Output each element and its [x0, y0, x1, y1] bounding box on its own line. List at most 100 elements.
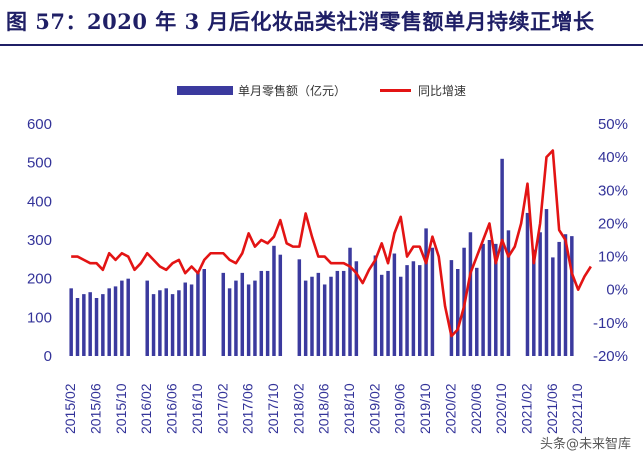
bar: [532, 249, 536, 356]
bar: [386, 270, 390, 356]
bar: [557, 241, 561, 356]
bar: [506, 230, 511, 356]
bar: [481, 243, 485, 356]
bar: [405, 265, 409, 356]
bar: [329, 276, 333, 356]
bar: [417, 265, 422, 356]
bar: [563, 234, 568, 356]
x-tick-label: 2019/10: [417, 383, 433, 434]
growth-line-series: [71, 149, 592, 338]
bar: [227, 288, 232, 356]
right-tick-label: 20%: [598, 215, 628, 232]
bar: [316, 272, 321, 356]
bar: [151, 294, 156, 356]
x-tick-label: 2016/10: [189, 383, 205, 434]
bar: [107, 288, 111, 356]
bar: [398, 276, 403, 356]
bar: [487, 240, 492, 356]
bar: [113, 286, 118, 356]
x-tick-label: 2016/02: [138, 383, 154, 434]
bar: [379, 274, 384, 356]
bar: [265, 270, 270, 356]
x-tick-label: 2021/02: [519, 383, 535, 434]
left-tick-label: 600: [27, 116, 52, 133]
bar: [94, 298, 99, 356]
bar: [341, 270, 346, 356]
right-tick-label: 10%: [598, 249, 628, 266]
x-tick-label: 2015/02: [62, 383, 78, 434]
left-tick-label: 400: [27, 193, 52, 210]
left-tick-label: 100: [27, 309, 52, 326]
bar: [158, 290, 162, 356]
bar: [69, 288, 73, 356]
bar: [570, 236, 574, 356]
left-tick-label: 0: [44, 348, 52, 365]
left-tick-label: 300: [27, 232, 52, 249]
bar: [88, 292, 92, 356]
bar: [202, 269, 206, 356]
x-tick-label: 2021/10: [569, 383, 585, 434]
bar: [278, 254, 283, 356]
bar: [525, 212, 530, 356]
legend-bar-swatch: [177, 86, 233, 95]
bar: [126, 278, 130, 356]
bar: [322, 284, 327, 356]
legend-line-label: 同比增速: [418, 84, 466, 98]
bar: [253, 280, 257, 356]
bar: [449, 260, 454, 356]
bar: [189, 284, 194, 356]
bar: [75, 298, 80, 356]
x-tick-label: 2017/10: [265, 383, 281, 434]
title-rule: [0, 44, 643, 46]
x-tick-label: 2020/06: [468, 383, 484, 434]
watermark: 头条@未来智库: [539, 437, 631, 452]
x-tick-label: 2018/02: [290, 383, 306, 434]
bar: [354, 261, 359, 356]
x-tick-label: 2016/06: [164, 383, 180, 434]
bar: [335, 270, 340, 356]
figure-title: 图 57：2020 年 3 月后化妆品类社消零售额单月持续正增长: [6, 9, 595, 34]
bar: [246, 284, 251, 356]
bar: [348, 247, 352, 356]
bar: [475, 267, 479, 356]
x-tick-label: 2020/10: [493, 383, 509, 434]
x-tick-label: 2018/06: [316, 383, 332, 434]
x-axis: 2015/02 2015/06 2015/10 2016/02 2016/06 2016/…: [62, 383, 585, 434]
bar: [196, 272, 200, 356]
x-tick-label: 2020/02: [442, 383, 458, 434]
bar: [259, 270, 264, 356]
right-axis: -20% -10% 0% 10% 20% 30% 40% 50%: [593, 116, 628, 365]
bar: [183, 282, 187, 356]
x-tick-label: 2019/06: [392, 383, 408, 434]
bar: [145, 280, 149, 356]
bar: [303, 280, 308, 356]
bar: [551, 257, 555, 356]
right-tick-label: 30%: [598, 182, 628, 199]
bar: [430, 247, 435, 356]
bar: [500, 158, 504, 356]
x-tick-label: 2015/06: [88, 383, 104, 434]
bar: [468, 232, 473, 356]
right-tick-label: -10%: [593, 315, 628, 332]
bar: [234, 280, 238, 356]
bar: [373, 255, 378, 356]
bar: [272, 245, 276, 356]
left-tick-label: 500: [27, 155, 52, 172]
bar: [101, 294, 105, 356]
bar: [164, 288, 168, 356]
x-tick-label: 2015/10: [113, 383, 129, 434]
right-tick-label: -20%: [593, 348, 628, 365]
bar: [297, 259, 302, 356]
bar: [177, 290, 181, 356]
legend-bar-label: 单月零售额（亿元）: [238, 83, 346, 98]
bar: [392, 253, 397, 356]
bar: [424, 228, 428, 356]
left-axis: 0 100 200 300 400 500 600: [27, 116, 52, 365]
right-tick-label: 0%: [606, 282, 628, 299]
bar: [240, 272, 245, 356]
legend: 单月零售额（亿元） 同比增速: [177, 83, 466, 98]
bar: [544, 209, 549, 356]
bar: [221, 272, 226, 356]
right-tick-label: 50%: [598, 116, 628, 133]
